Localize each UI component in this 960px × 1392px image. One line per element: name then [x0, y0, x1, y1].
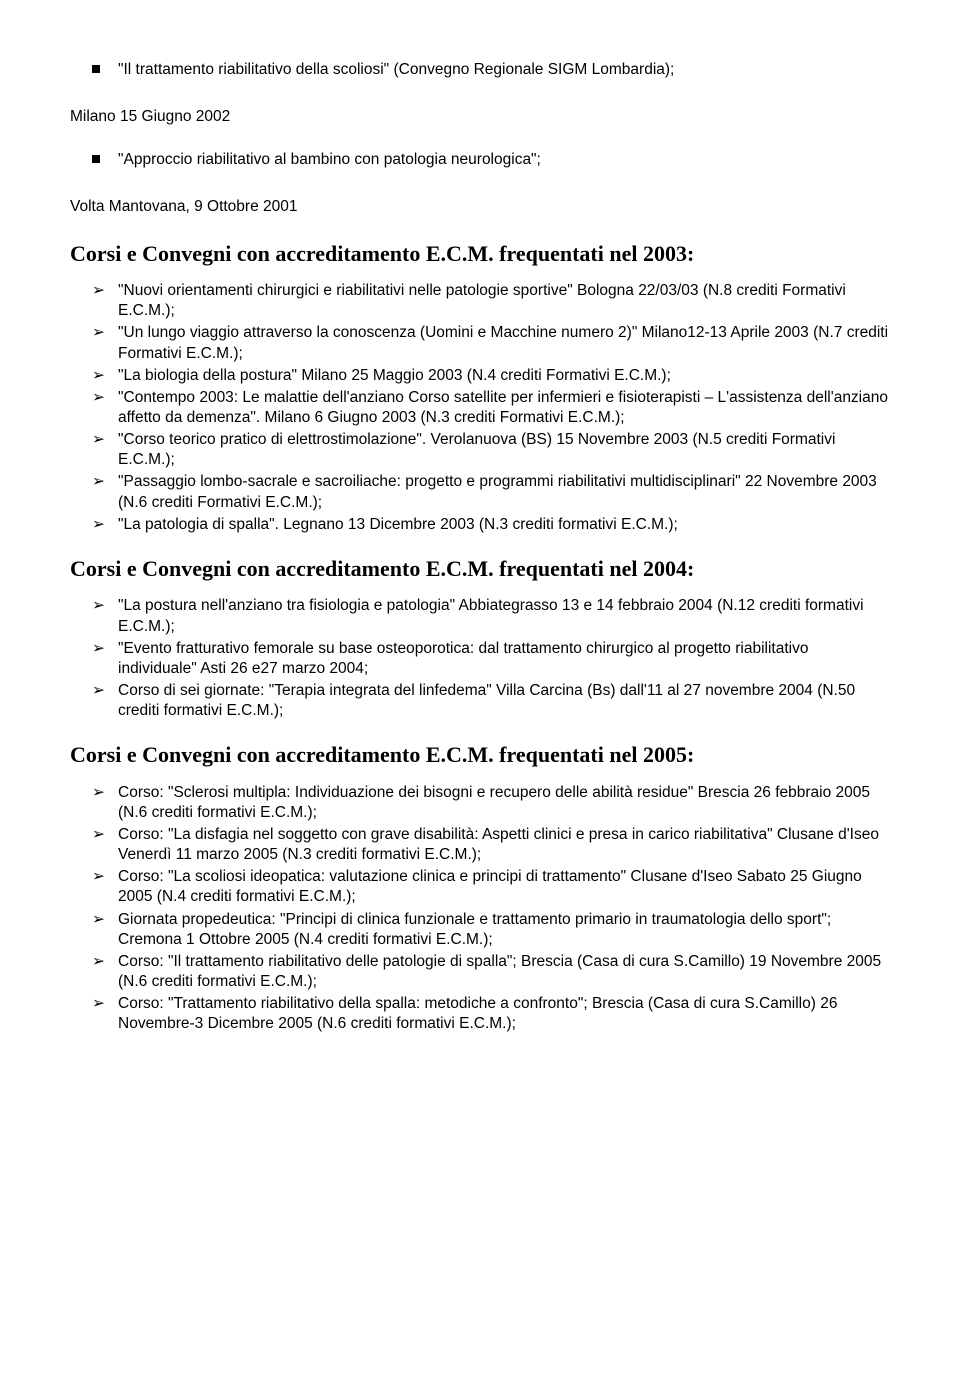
list-2003-item: "La biologia della postura" Milano 25 Ma…	[118, 366, 890, 386]
intro-bullet-1: "Il trattamento riabilitativo della scol…	[118, 60, 890, 81]
list-2003-item: "Contempo 2003: Le malattie dell'anziano…	[118, 388, 890, 428]
list-2003-item: "La patologia di spalla". Legnano 13 Dic…	[118, 515, 890, 535]
list-2005-item: Corso: "La disfagia nel soggetto con gra…	[118, 825, 890, 865]
list-2005: Corso: "Sclerosi multipla: Individuazion…	[70, 783, 890, 1035]
list-2004-item: "Evento fratturativo femorale su base os…	[118, 639, 890, 679]
list-2004: "La postura nell'anziano tra fisiologia …	[70, 596, 890, 721]
heading-2004: Corsi e Convegni con accreditamento E.C.…	[70, 555, 890, 583]
list-2004-item: "La postura nell'anziano tra fisiologia …	[118, 596, 890, 636]
list-2005-item: Giornata propedeutica: "Principi di clin…	[118, 910, 890, 950]
list-2003-item: "Nuovi orientamenti chirurgici e riabili…	[118, 281, 890, 321]
heading-2003: Corsi e Convegni con accreditamento E.C.…	[70, 240, 890, 268]
intro-bullets-1: "Il trattamento riabilitativo della scol…	[70, 60, 890, 81]
heading-2005: Corsi e Convegni con accreditamento E.C.…	[70, 741, 890, 769]
list-2005-item: Corso: "La scoliosi ideopatica: valutazi…	[118, 867, 890, 907]
list-2003-item: "Un lungo viaggio attraverso la conoscen…	[118, 323, 890, 363]
list-2003-item: "Corso teorico pratico di elettrostimola…	[118, 430, 890, 470]
list-2005-item: Corso: "Il trattamento riabilitativo del…	[118, 952, 890, 992]
list-2005-item: Corso: "Sclerosi multipla: Individuazion…	[118, 783, 890, 823]
list-2003: "Nuovi orientamenti chirurgici e riabili…	[70, 281, 890, 535]
intro-bullet-2: "Approccio riabilitativo al bambino con …	[118, 150, 890, 171]
intro-subline-1: Milano 15 Giugno 2002	[70, 107, 890, 128]
list-2003-item: "Passaggio lombo-sacrale e sacroiliache:…	[118, 472, 890, 512]
list-2005-item: Corso: "Trattamento riabilitativo della …	[118, 994, 890, 1034]
intro-subline-2: Volta Mantovana, 9 Ottobre 2001	[70, 197, 890, 218]
list-2004-item: Corso di sei giornate: "Terapia integrat…	[118, 681, 890, 721]
intro-bullets-2: "Approccio riabilitativo al bambino con …	[70, 150, 890, 171]
